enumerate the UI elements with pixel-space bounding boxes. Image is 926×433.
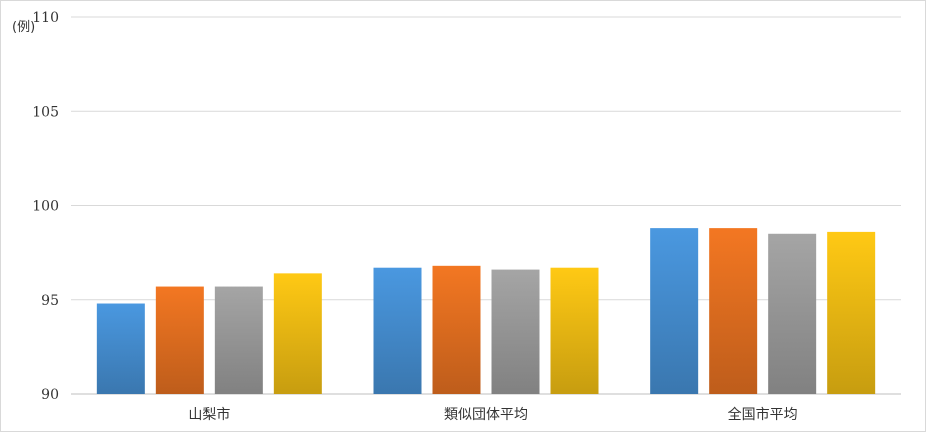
gridlines [71,16,901,395]
bars [96,228,876,394]
y-tick-label: 110 [32,10,59,26]
y-tick-label: 105 [32,104,59,120]
x-category-label: 全国市平均 [728,406,798,423]
bar [709,228,758,394]
bar [550,267,599,394]
x-axis-categories: 山梨市 類似団体平均 全国市平均 [188,406,797,423]
y-tick-label: 90 [41,387,59,403]
x-category-label: 山梨市 [188,406,230,423]
bar [273,273,322,394]
y-axis-ticks: 90 95 100 105 110 [32,10,59,403]
y-tick-label: 95 [41,293,59,309]
bar [373,267,422,394]
bar [491,269,540,394]
y-axis-unit-label: (例) [12,20,35,35]
y-tick-label: 100 [32,199,59,215]
bar [827,231,876,394]
bar [432,265,481,394]
bar [155,286,204,394]
bar [214,286,263,394]
bar [768,233,817,394]
x-category-label: 類似団体平均 [444,407,528,423]
bar [650,228,699,394]
bar [96,303,145,394]
